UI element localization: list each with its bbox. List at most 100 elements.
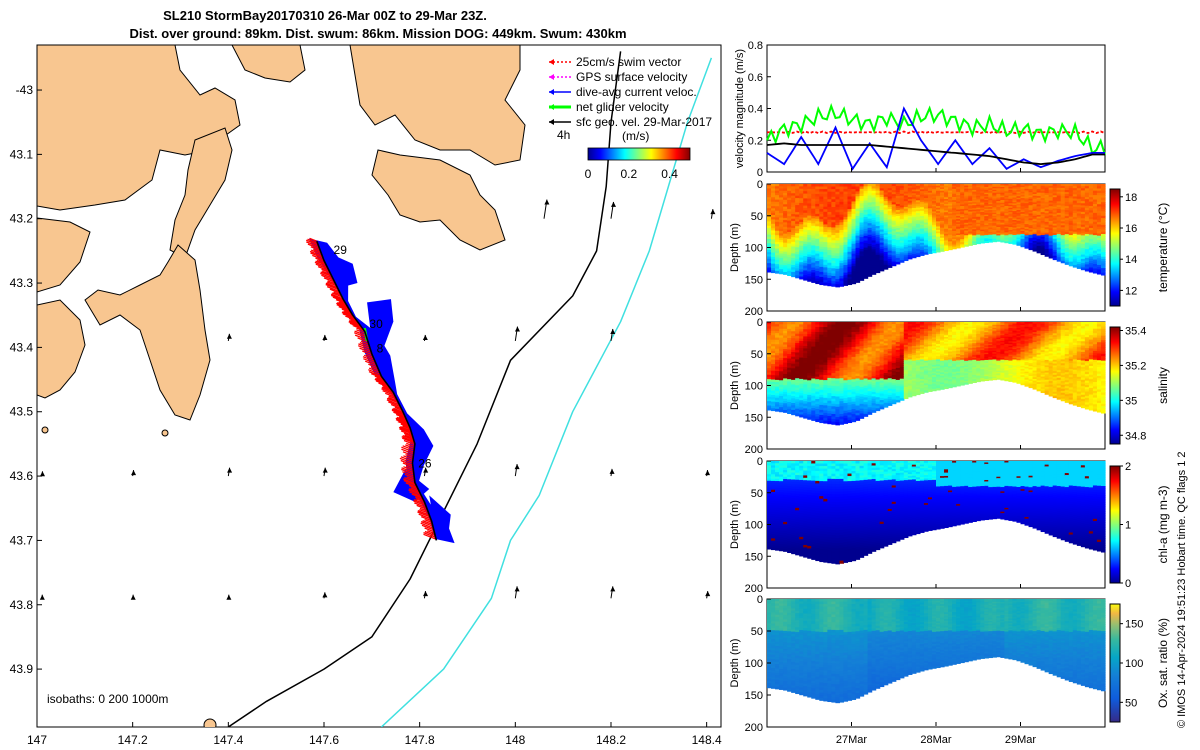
section-cell [952, 198, 957, 201]
section-cell [1004, 217, 1010, 220]
section-cell [907, 225, 913, 228]
section-cell [823, 269, 828, 274]
section-cell [1008, 215, 1014, 218]
section-cell [827, 237, 832, 241]
section-cell [980, 226, 985, 229]
section-cell [1016, 236, 1022, 239]
section-cell [879, 190, 885, 194]
section-cell [875, 232, 881, 236]
section-cell [835, 268, 841, 272]
section-cell [964, 229, 969, 232]
section-cell [1040, 231, 1046, 234]
section-cell [859, 215, 865, 219]
section-cell [843, 234, 849, 238]
section-cell [779, 213, 784, 216]
section-cell [795, 265, 800, 269]
section-cell [855, 186, 861, 190]
section-cell [1032, 200, 1038, 204]
section-cell [940, 197, 945, 200]
section-cell [1000, 195, 1005, 198]
section-cell [988, 201, 993, 204]
section-cell [783, 202, 788, 205]
section-cell [863, 266, 869, 270]
section-cell [831, 240, 836, 244]
section-cell [827, 265, 832, 269]
section-cell [887, 223, 893, 227]
section-cell [819, 206, 824, 210]
section-cell [867, 271, 873, 275]
section-cell [883, 215, 889, 219]
section-cell [835, 237, 841, 242]
section-cell [931, 202, 937, 206]
section-cell [992, 204, 997, 207]
section-cell [1016, 219, 1022, 222]
section-cell [887, 184, 893, 187]
section-cell [831, 281, 836, 285]
section-cell [968, 203, 973, 207]
section-cell [919, 223, 925, 226]
section-cell [859, 210, 865, 214]
section-cell [815, 208, 820, 212]
section-cell [1060, 260, 1066, 264]
section-cell [1040, 224, 1046, 227]
section-cell [927, 225, 933, 228]
section-cell [956, 225, 961, 228]
section-cell [855, 265, 861, 269]
section-cell [791, 232, 796, 236]
section-cell [936, 231, 941, 234]
section-cell [867, 188, 873, 192]
section-cell [891, 212, 897, 216]
section-cell [799, 226, 804, 230]
section-cell [883, 188, 889, 191]
section-cell [807, 278, 812, 282]
section-cell [783, 249, 788, 253]
section-cell [783, 233, 788, 237]
section-cell [1012, 203, 1018, 206]
section-cell [867, 225, 873, 229]
section-cell [923, 243, 929, 247]
section-cell [1028, 206, 1034, 210]
section-cell [787, 250, 792, 254]
section-cell [1008, 184, 1014, 187]
section-cell [819, 244, 824, 248]
current-vector-head [609, 468, 615, 474]
section-cell [831, 268, 836, 272]
section-cell [795, 209, 800, 213]
section-cell [976, 188, 981, 191]
section-cell [791, 239, 796, 243]
section-cell [867, 220, 873, 224]
section-cell [956, 233, 961, 236]
section-cell [1028, 190, 1034, 193]
section-cell [851, 196, 857, 200]
section-cell [815, 418, 820, 423]
section-cell [875, 192, 881, 196]
section-cell [891, 241, 897, 244]
section-cell [1028, 247, 1034, 251]
section-cell [911, 206, 917, 209]
section-cell [940, 234, 945, 237]
section-cell [899, 258, 905, 261]
section-cell [960, 201, 965, 204]
section-cell [767, 234, 772, 238]
section-cell [944, 184, 949, 187]
section-cell [835, 279, 841, 283]
section-cell [919, 205, 925, 208]
section-cell [879, 406, 885, 410]
section-cell [1032, 214, 1038, 217]
section-cell [1028, 188, 1034, 192]
section-cell [783, 256, 788, 260]
section-cell [875, 208, 881, 212]
section-cell [903, 205, 909, 208]
section-cell [775, 226, 780, 230]
section-cell [863, 198, 869, 202]
section-cell [803, 272, 808, 276]
section-cell [927, 194, 933, 197]
section-cell [980, 213, 985, 216]
section-cell [1016, 188, 1022, 191]
section-cell [1020, 221, 1026, 224]
section-cell [855, 238, 861, 242]
section-cell [927, 213, 933, 216]
section-cell [936, 250, 941, 253]
section-cell [919, 198, 925, 201]
